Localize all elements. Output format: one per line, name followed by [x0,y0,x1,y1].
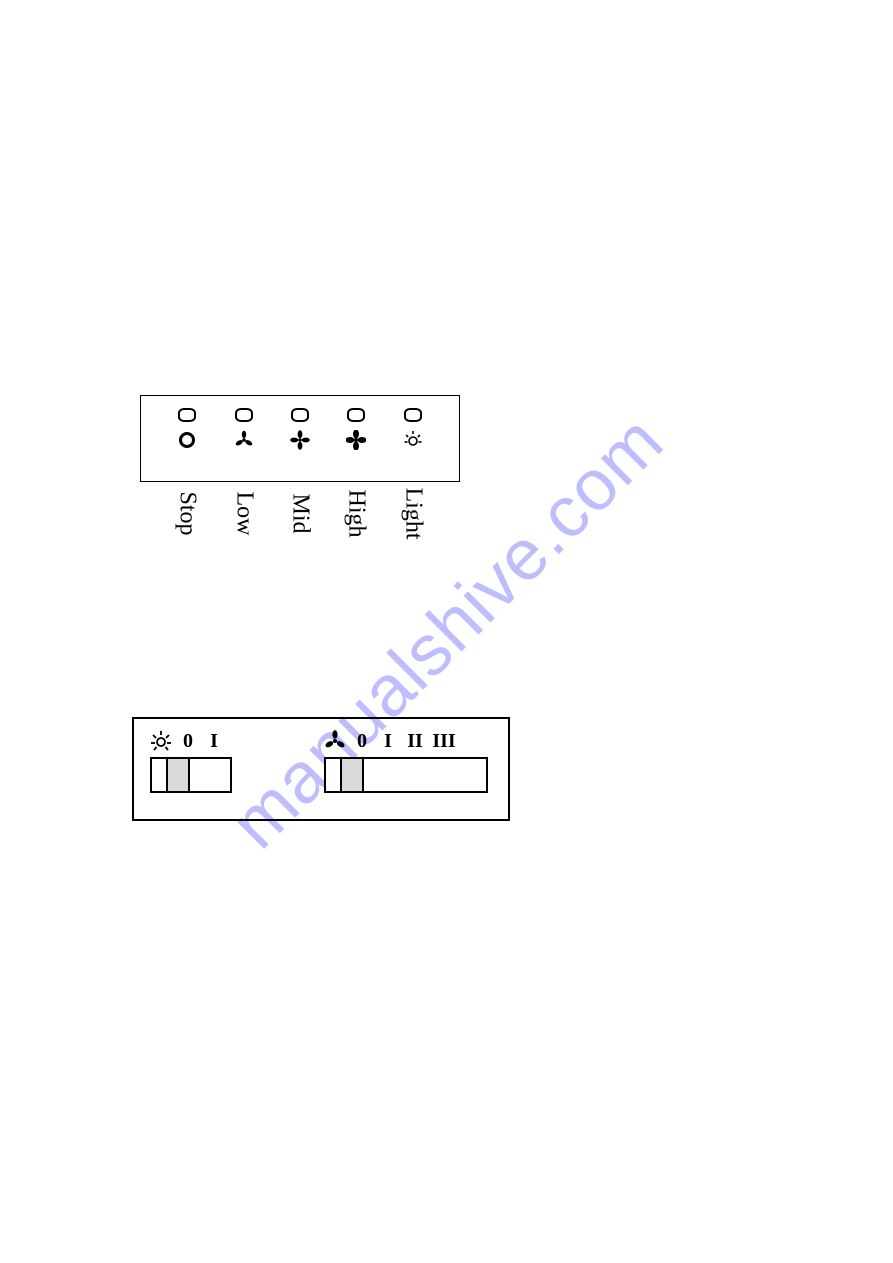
button-cap-icon [178,408,196,422]
fan-icon [234,430,254,450]
slider-pos-label: I [378,730,398,753]
light-slider-group: 0 I [150,729,232,793]
slider-pos-label: 0 [352,730,372,753]
slider-pos-label: III [432,730,456,753]
slider-panel: 0 I 0 I II III [132,717,510,821]
button-label: Low [230,492,257,536]
light-button[interactable]: Light [403,408,423,450]
button-cap-icon [291,408,309,422]
light-slider[interactable] [150,757,232,793]
button-label: Stop [174,491,201,535]
slider-knob[interactable] [340,759,364,791]
slider-knob[interactable] [166,759,190,791]
button-cap-icon [235,408,253,422]
mid-button[interactable]: Mid [290,408,310,450]
stop-button[interactable]: Stop [177,408,197,450]
button-label: Light [399,488,426,540]
button-panel: Stop Low [140,395,460,482]
slider-pos-label: II [404,730,426,753]
bulb-icon [150,730,172,752]
fan-icon [290,430,310,450]
fan-icon [324,730,346,752]
button-cap-icon [404,408,422,422]
button-label: Mid [286,493,313,533]
bulb-icon [403,430,423,450]
slider-pos-label: I [204,730,224,753]
light-slider-labels: 0 I [150,729,232,753]
circle-o-icon [177,430,197,450]
fan-icon [346,430,366,450]
low-button[interactable]: Low [234,408,254,450]
fan-slider-labels: 0 I II III [324,729,488,753]
high-button[interactable]: High [346,408,366,450]
fan-slider[interactable] [324,757,488,793]
button-label: High [343,490,370,538]
slider-pos-label: 0 [178,730,198,753]
button-cap-icon [347,408,365,422]
fan-slider-group: 0 I II III [324,729,488,793]
